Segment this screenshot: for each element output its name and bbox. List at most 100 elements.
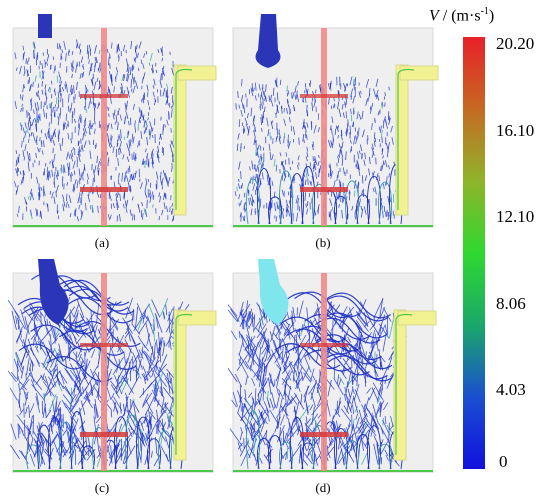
flow-streak	[143, 208, 146, 215]
vortex-loop	[158, 430, 172, 470]
flow-streak	[281, 370, 291, 385]
flow-streak	[314, 158, 316, 164]
flow-streak	[58, 71, 60, 78]
flow-streak	[243, 125, 245, 133]
flow-streak	[122, 44, 126, 52]
flow-streak	[35, 124, 37, 132]
flow-streak	[165, 304, 168, 316]
flow-streak	[10, 444, 20, 460]
flow-streak	[263, 106, 266, 113]
flow-streak	[72, 66, 74, 72]
colorbar-tick-label: 20.20	[496, 34, 535, 53]
flow-streak	[58, 113, 61, 119]
flow-streak	[170, 377, 174, 395]
flow-streak	[358, 409, 365, 427]
flow-streak	[385, 142, 389, 151]
flow-streak	[76, 39, 79, 49]
flow-streak	[97, 160, 101, 170]
flow-streak	[168, 395, 175, 415]
flow-streak	[276, 201, 279, 210]
flow-streak	[240, 95, 244, 102]
flow-streak	[152, 127, 154, 132]
flow-streak	[312, 419, 322, 433]
flow-streak	[65, 406, 77, 424]
flow-streak	[14, 310, 26, 330]
flow-streak	[135, 306, 139, 329]
flow-streak	[258, 93, 260, 98]
flow-streak	[368, 342, 376, 362]
flow-streak	[388, 117, 391, 125]
panel-d-flow-field	[228, 255, 443, 473]
flow-streak	[278, 138, 281, 142]
flow-streak	[25, 406, 28, 415]
flow-streak	[35, 395, 41, 413]
flow-streak	[368, 346, 374, 359]
flow-streak	[53, 153, 56, 163]
flow-streak	[283, 132, 286, 138]
flow-streak	[15, 315, 18, 325]
outlet-pipe	[399, 65, 439, 81]
flow-streak	[15, 330, 23, 343]
swirl-path	[28, 308, 95, 335]
flow-streak	[142, 309, 147, 324]
colorbar-tick-label: 16.10	[496, 121, 535, 140]
flow-streak	[15, 150, 17, 154]
flow-streak	[305, 418, 312, 426]
flow-streak	[373, 298, 384, 319]
flow-streak	[260, 91, 263, 101]
flow-streak	[70, 416, 77, 432]
flow-streak	[308, 331, 311, 345]
tube-streamline	[175, 68, 193, 210]
flow-streak	[122, 154, 125, 160]
flow-streak	[142, 97, 145, 104]
flow-streak	[65, 52, 67, 62]
flow-streak	[143, 350, 153, 362]
flow-streak	[308, 192, 311, 198]
flow-streak	[106, 123, 110, 131]
flow-streak	[270, 325, 276, 342]
flow-streak	[345, 128, 349, 137]
flow-streak	[152, 204, 154, 208]
flow-streak	[284, 172, 287, 178]
flow-streak	[73, 108, 76, 116]
flow-streak	[124, 331, 130, 339]
flow-streak	[57, 210, 59, 215]
flow-streak	[36, 176, 39, 184]
flow-streak	[297, 345, 299, 364]
flow-streak	[151, 160, 154, 165]
flow-streak	[328, 209, 332, 218]
flow-streak	[170, 86, 173, 94]
flow-streak	[29, 367, 35, 383]
flow-streak	[167, 416, 171, 428]
panel-a-label: (a)	[94, 235, 110, 250]
flow-streak	[32, 132, 36, 141]
flow-streak	[260, 117, 262, 125]
flow-streak	[373, 435, 380, 447]
flow-streak	[329, 198, 333, 206]
flow-streak	[62, 394, 73, 408]
flow-streak	[67, 431, 72, 450]
flow-streak	[336, 174, 338, 181]
flow-streak	[23, 84, 25, 89]
flow-streak	[98, 49, 101, 55]
flow-streak	[46, 166, 49, 172]
flow-streak	[49, 433, 59, 447]
flow-streak	[159, 176, 163, 185]
flow-streak	[286, 107, 288, 114]
flow-streak	[253, 401, 259, 408]
flow-streak	[343, 83, 347, 92]
flow-streak	[237, 133, 240, 140]
flow-streak	[50, 103, 53, 110]
flow-streak	[369, 105, 373, 114]
flow-streak	[61, 399, 67, 409]
flow-streak	[148, 192, 151, 199]
flow-streak	[250, 351, 255, 369]
flow-streak	[331, 116, 334, 123]
flow-streak	[253, 115, 255, 121]
flow-streak	[278, 101, 280, 105]
flow-streak	[148, 409, 153, 430]
flow-streak	[354, 212, 356, 220]
flow-streak	[381, 101, 384, 107]
upper-impeller	[300, 94, 348, 98]
flow-streak	[250, 398, 255, 417]
